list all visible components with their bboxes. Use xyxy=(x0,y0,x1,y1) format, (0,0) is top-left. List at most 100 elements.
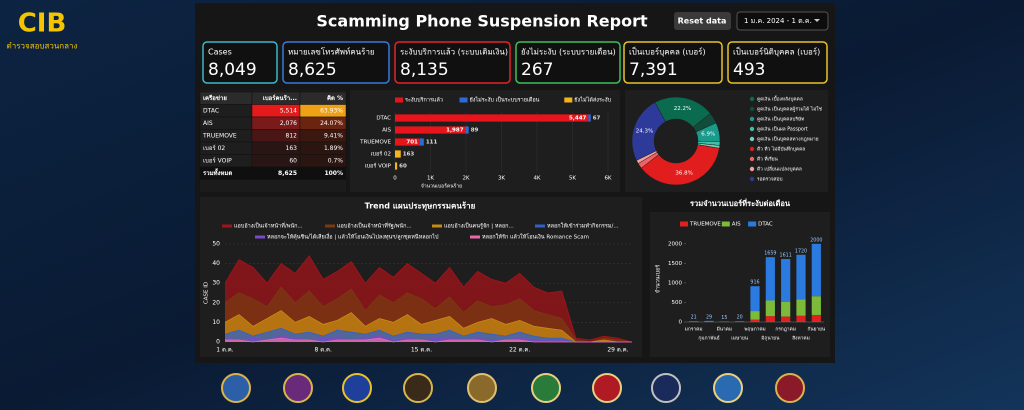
y-tick-label: 20 xyxy=(212,299,220,306)
table-text: 24.07% xyxy=(320,120,343,127)
badge xyxy=(283,373,313,403)
area-line xyxy=(224,255,633,343)
table-text: 63.93% xyxy=(320,107,343,114)
legend-label: ดูดเงิน เป็นบุคคลผู้ร่วมได้ ไม่ใช่ xyxy=(757,105,823,113)
kpi-card xyxy=(623,41,723,84)
x-tick-label: มิถุนายน xyxy=(761,336,780,342)
legend-label: ดีว เปลี่ยนแปลงบุคคล xyxy=(757,166,802,173)
slice-label: 6.9% xyxy=(701,132,715,138)
table-total-text: 8,625 xyxy=(278,170,297,177)
legend-label: ดูดเงิน เป็นบุคคลทางกฎหมาย xyxy=(757,135,819,143)
x-tick-label: มีนาคม xyxy=(717,326,733,333)
legend-swatch xyxy=(749,156,755,162)
kpi-label: หมายเลขโทรศัพท์คนร้าย xyxy=(288,47,375,57)
legend-swatch xyxy=(749,176,755,182)
table-total-cell xyxy=(299,166,347,180)
y-axis-label: จำนวนเบอร์ xyxy=(655,265,662,294)
date-range-label[interactable]: 1 ม.ค. 2024 - 1 ต.ค. xyxy=(744,17,812,25)
table-text: TRUEMOVE xyxy=(202,132,237,139)
table-total-text: 100% xyxy=(324,170,343,177)
bar-segment xyxy=(796,315,806,322)
x-tick-label: กันยายน xyxy=(807,327,825,333)
bar-segment xyxy=(781,301,791,317)
table-text: 2,076 xyxy=(280,120,297,127)
y-tick-label: 30 xyxy=(212,280,220,287)
bar xyxy=(465,126,469,134)
bar-segment xyxy=(796,254,806,300)
badge xyxy=(531,373,561,403)
x-tick-label: 1K xyxy=(427,176,434,182)
table-text: 812 xyxy=(286,132,298,139)
y-tick-label: 500 xyxy=(672,300,683,306)
legend-label: DTAC xyxy=(758,222,773,228)
bar-segment xyxy=(750,311,760,320)
x-tick-label: 15 ต.ค. xyxy=(411,347,432,354)
kpi-label: Cases xyxy=(208,48,232,57)
bar xyxy=(419,138,424,146)
bar-segment xyxy=(750,319,760,322)
legend-label: แอบอ้างเป็นเจ้าหน้าที่/พนัก... xyxy=(234,222,303,230)
bar-segment xyxy=(765,300,775,317)
area xyxy=(225,336,632,342)
dropdown-arrow[interactable] xyxy=(814,19,820,22)
chart-title: Trend แผนประทุษกรรมคนร้าย xyxy=(365,201,476,212)
legend-swatch xyxy=(721,221,730,227)
data-label: 89 xyxy=(471,128,479,134)
table-text: 1.89% xyxy=(324,145,343,152)
bar-segment xyxy=(704,320,714,322)
legend-label: ยังไม่ระงับ เป็นระบบรายเดือน xyxy=(470,96,540,104)
table-text: 5,514 xyxy=(280,107,297,114)
table-text: เบอร์ VOIP xyxy=(203,156,232,164)
kpi-card xyxy=(282,41,390,84)
x-tick-label: 4K xyxy=(533,176,540,182)
bar-segment xyxy=(781,316,791,322)
legend-swatch xyxy=(680,221,688,227)
bar xyxy=(395,126,466,134)
bar xyxy=(395,162,398,170)
total-label: 1720 xyxy=(795,248,807,254)
legend-label: แอบอ้างเป็นเจ้าหน้าที่รัฐ/พนัก... xyxy=(337,222,412,230)
data-label: 1,987 xyxy=(446,128,464,134)
data-label: 67 xyxy=(593,116,601,122)
total-label: 15 xyxy=(721,315,727,321)
x-tick-label: 8 ต.ค. xyxy=(315,347,333,354)
slice-label: 22.2% xyxy=(674,106,691,112)
legend-label: แอบอ้างเป็นคนรู้จัก | หลอก... xyxy=(444,222,514,230)
kpi-card xyxy=(727,41,828,84)
total-label: 29 xyxy=(706,314,712,320)
kpi-value: 8,625 xyxy=(288,60,337,80)
kpi-value: 267 xyxy=(521,60,553,80)
y-tick-label: 1000 xyxy=(668,280,682,286)
bar-segment xyxy=(750,286,760,312)
x-tick-label: กรกฎาคม xyxy=(775,327,796,333)
reset-button[interactable] xyxy=(674,12,731,30)
x-tick-label: กุมภาพันธ์ xyxy=(698,335,719,342)
date-range-dropdown[interactable] xyxy=(736,11,829,31)
x-tick-label: 1 ต.ค. xyxy=(216,347,234,354)
x-tick-label: 0 xyxy=(393,176,397,182)
bar-segment xyxy=(781,259,791,302)
table-total-text: รวมทั้งหมด xyxy=(203,167,232,177)
area-line xyxy=(224,327,632,343)
legend-label: ดูดเงิน เป็นผล Passport xyxy=(757,125,808,133)
badge xyxy=(342,373,372,403)
y-tick-label: 2000 xyxy=(668,241,682,247)
table-text: เบอร์ 02 xyxy=(203,144,225,152)
y-tick-label: DTAC xyxy=(376,116,391,122)
legend-swatch xyxy=(432,224,442,228)
area-line xyxy=(224,335,632,343)
reset-button-label[interactable]: Reset data xyxy=(678,17,727,26)
y-tick-label: 1500 xyxy=(668,261,682,267)
table-text: 9.41% xyxy=(324,132,343,139)
area-line xyxy=(224,286,633,343)
total-label: 916 xyxy=(750,280,759,286)
legend-swatch xyxy=(395,97,403,103)
badge xyxy=(713,373,743,403)
legend-swatch xyxy=(749,126,755,132)
x-tick-label: 5K xyxy=(569,176,576,182)
y-tick-label: AIS xyxy=(382,128,391,134)
total-label: 1659 xyxy=(764,251,776,257)
kpi-value: 8,049 xyxy=(208,60,257,80)
logo-subtitle: ตำรวจสอบสวนกลาง xyxy=(7,42,78,51)
x-tick-label: พฤษภาคม xyxy=(744,327,765,333)
